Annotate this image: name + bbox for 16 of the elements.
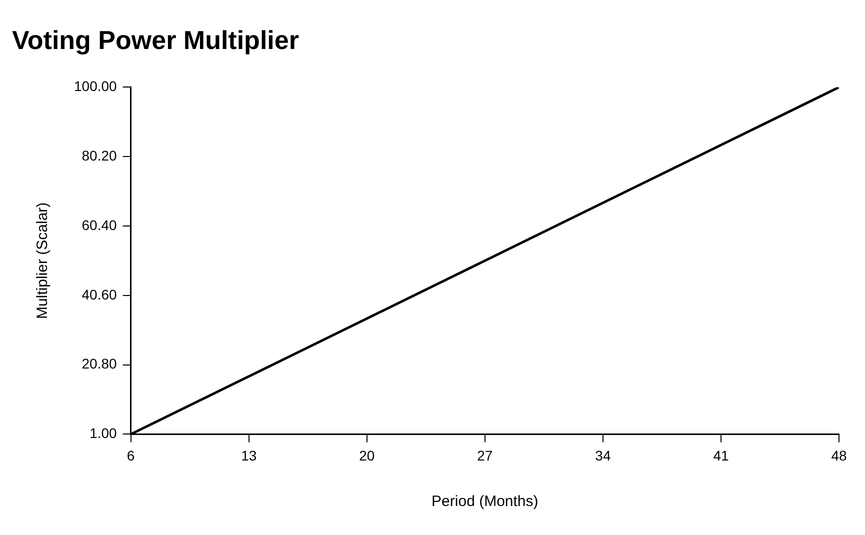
x-tick-label: 48 [831, 447, 847, 464]
y-tick-label: 80.20 [82, 147, 118, 164]
x-tick-label: 20 [359, 447, 375, 464]
x-tick-label: 27 [477, 447, 493, 464]
chart-title: Voting Power Multiplier [12, 24, 299, 55]
y-tick-label: 100.00 [74, 78, 118, 94]
y-tick-label: 40.60 [82, 286, 118, 302]
x-tick-label: 41 [713, 447, 729, 464]
y-tick-label: 20.80 [82, 356, 118, 372]
y-axis-title: Multiplier (Scalar) [34, 202, 52, 320]
x-tick-label: 34 [595, 447, 611, 464]
x-axis-title: Period (Months) [432, 493, 538, 510]
y-tick-label: 1.00 [90, 425, 118, 442]
x-tick-label: 13 [241, 447, 257, 464]
x-tick-label: 6 [126, 447, 135, 464]
y-tick-label: 60.40 [82, 216, 118, 233]
